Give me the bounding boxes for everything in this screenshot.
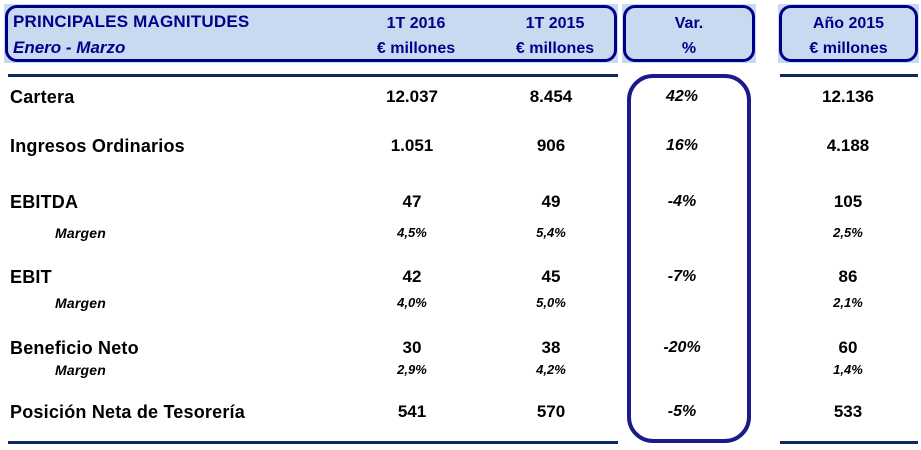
row-label: EBITDA [10, 192, 79, 212]
row-label: Margen [55, 295, 106, 311]
value-ano2015: 60 [838, 338, 858, 357]
column-header-ano2015-period: Año 2015 [812, 15, 885, 32]
column-header-1t2016-unit: € millones [376, 40, 456, 57]
row-label: Beneficio Neto [10, 338, 139, 358]
value-ano2015: 4.188 [826, 136, 870, 155]
value-var: -20% [663, 339, 701, 356]
table-row-beneficio-neto: Beneficio Neto 30 38 -20% 60 [0, 338, 921, 358]
value-1t2015: 906 [536, 136, 566, 155]
bottom-rule-left [8, 441, 618, 444]
row-label: Margen [55, 362, 106, 378]
page-title: PRINCIPALES MAGNITUDES [13, 12, 250, 31]
column-header-ano2015-unit: € millones [809, 40, 888, 57]
header-box-var: Var. % [622, 4, 756, 63]
value-1t2015: 38 [541, 338, 561, 357]
value-var: -4% [667, 193, 697, 210]
value-1t2016: 30 [402, 338, 422, 357]
value-1t2015: 570 [536, 402, 566, 421]
value-var: -7% [667, 268, 697, 285]
value-1t2016: 1.051 [390, 136, 434, 155]
value-1t2015: 8.454 [529, 87, 573, 106]
value-1t2016: 47 [402, 192, 422, 211]
value-ano2015: 2,1% [833, 295, 863, 310]
column-header-ano2015: Año 2015 € millones [778, 11, 919, 61]
value-var: -5% [667, 403, 697, 420]
value-ano2015: 1,4% [833, 362, 863, 377]
row-label: Cartera [10, 87, 75, 107]
column-header-var: Var. % [622, 11, 756, 61]
header-box-main: PRINCIPALES MAGNITUDES Enero - Marzo 1T … [4, 4, 618, 63]
table-row-cartera: Cartera 12.037 8.454 42% 12.136 [0, 87, 921, 107]
table-row-ebitda-margen: Margen 4,5% 5,4% 2,5% [0, 224, 921, 242]
column-header-1t2015-period: 1T 2015 [525, 15, 585, 32]
table-row-ebit-margen: Margen 4,0% 5,0% 2,1% [0, 294, 921, 312]
var-column-outline [627, 74, 751, 443]
value-ano2015: 12.136 [822, 87, 874, 106]
row-label: Posición Neta de Tesorería [10, 402, 245, 422]
value-1t2016: 12.037 [386, 87, 438, 106]
bottom-rule-right [780, 441, 918, 444]
value-var: 42% [665, 88, 699, 105]
value-ano2015: 2,5% [833, 225, 863, 240]
column-header-var-label: Var. [674, 15, 704, 32]
row-label: Margen [55, 225, 106, 241]
value-ano2015: 533 [833, 402, 863, 421]
value-var: 16% [665, 137, 699, 154]
value-1t2016: 4,5% [397, 225, 427, 240]
row-label: EBIT [10, 267, 52, 287]
column-header-1t2016: 1T 2016 € millones [352, 11, 480, 61]
top-rule-left [8, 74, 618, 77]
value-1t2016: 541 [397, 402, 427, 421]
value-1t2015: 5,0% [536, 295, 566, 310]
top-rule-right [780, 74, 918, 77]
table-row-beneficio-margen: Margen 2,9% 4,2% 1,4% [0, 361, 921, 379]
table-row-ebit: EBIT 42 45 -7% 86 [0, 267, 921, 287]
table-row-ebitda: EBITDA 47 49 -4% 105 [0, 192, 921, 212]
column-header-1t2015: 1T 2015 € millones [495, 11, 615, 61]
value-1t2016: 4,0% [397, 295, 427, 310]
column-header-1t2015-unit: € millones [515, 40, 595, 57]
column-header-var-unit: % [681, 40, 697, 57]
value-1t2015: 45 [541, 267, 561, 286]
page-subtitle: Enero - Marzo [13, 38, 126, 57]
column-header-1t2016-period: 1T 2016 [386, 15, 446, 32]
row-label: Ingresos Ordinarios [10, 136, 185, 156]
value-ano2015: 105 [833, 192, 863, 211]
table-row-ingresos-ordinarios: Ingresos Ordinarios 1.051 906 16% 4.188 [0, 136, 921, 156]
value-1t2015: 49 [541, 192, 561, 211]
table-row-posicion-neta: Posición Neta de Tesorería 541 570 -5% 5… [0, 402, 921, 422]
value-1t2015: 5,4% [536, 225, 566, 240]
value-1t2016: 2,9% [397, 362, 427, 377]
value-1t2015: 4,2% [536, 362, 566, 377]
value-1t2016: 42 [402, 267, 422, 286]
header-box-ano2015: Año 2015 € millones [778, 4, 919, 63]
value-ano2015: 86 [838, 267, 858, 286]
